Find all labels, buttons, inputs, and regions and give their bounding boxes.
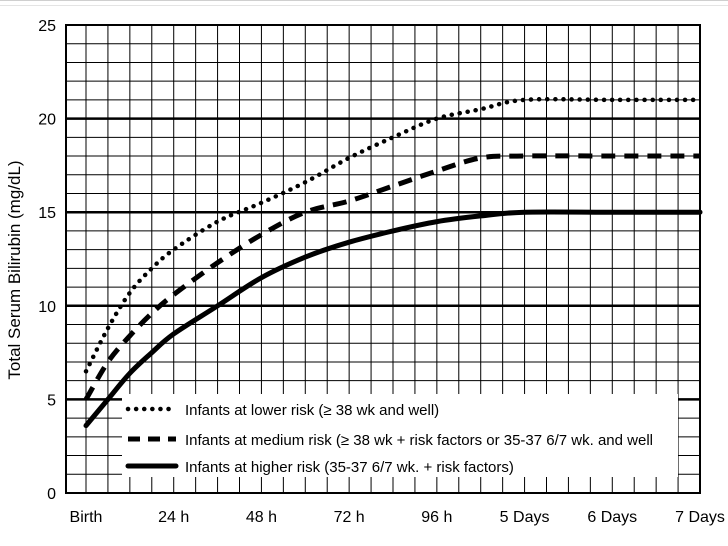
y-tick-label: 5: [47, 392, 56, 409]
x-tick-label: Birth: [70, 509, 103, 526]
y-tick-label: 25: [38, 18, 56, 35]
plot-frame: [65, 24, 701, 494]
y-tick-label: 0: [47, 486, 56, 503]
x-tick-label: 5 Days: [500, 509, 550, 526]
legend: Infants at lower risk (≥ 38 wk and well)…: [122, 394, 678, 477]
x-tick-label: 24 h: [158, 509, 189, 526]
x-tick-label: 48 h: [246, 509, 277, 526]
x-tick-label: 96 h: [421, 509, 452, 526]
legend-label: Infants at higher risk (35-37 6/7 wk. + …: [185, 459, 514, 476]
axes: 0 5 10 15 20 25 Birth 24 h 48 h 72 h 96 h 5 Days 6 D…: [38, 18, 725, 526]
series-line-dashed: [83, 153, 700, 401]
x-tick-label: 72 h: [334, 509, 365, 526]
series-lines: [83, 96, 703, 429]
top-rule: [0, 0, 728, 6]
x-tick-label: 7 Days: [675, 509, 725, 526]
y-tick-label: 20: [38, 112, 56, 129]
legend-background: [122, 394, 678, 477]
y-axis-label: Total Serum Bilirubin (mg/dL): [5, 160, 24, 379]
series-line-solid: [83, 209, 703, 429]
y-tick-label: 15: [38, 205, 56, 222]
legend-label: Infants at lower risk (≥ 38 wk and well): [185, 402, 439, 419]
x-tick-label: 6 Days: [587, 509, 637, 526]
series-line-dotted: [83, 96, 703, 374]
y-tick-label: 10: [38, 299, 56, 316]
legend-label: Infants at medium risk (≥ 38 wk + risk f…: [185, 432, 653, 449]
